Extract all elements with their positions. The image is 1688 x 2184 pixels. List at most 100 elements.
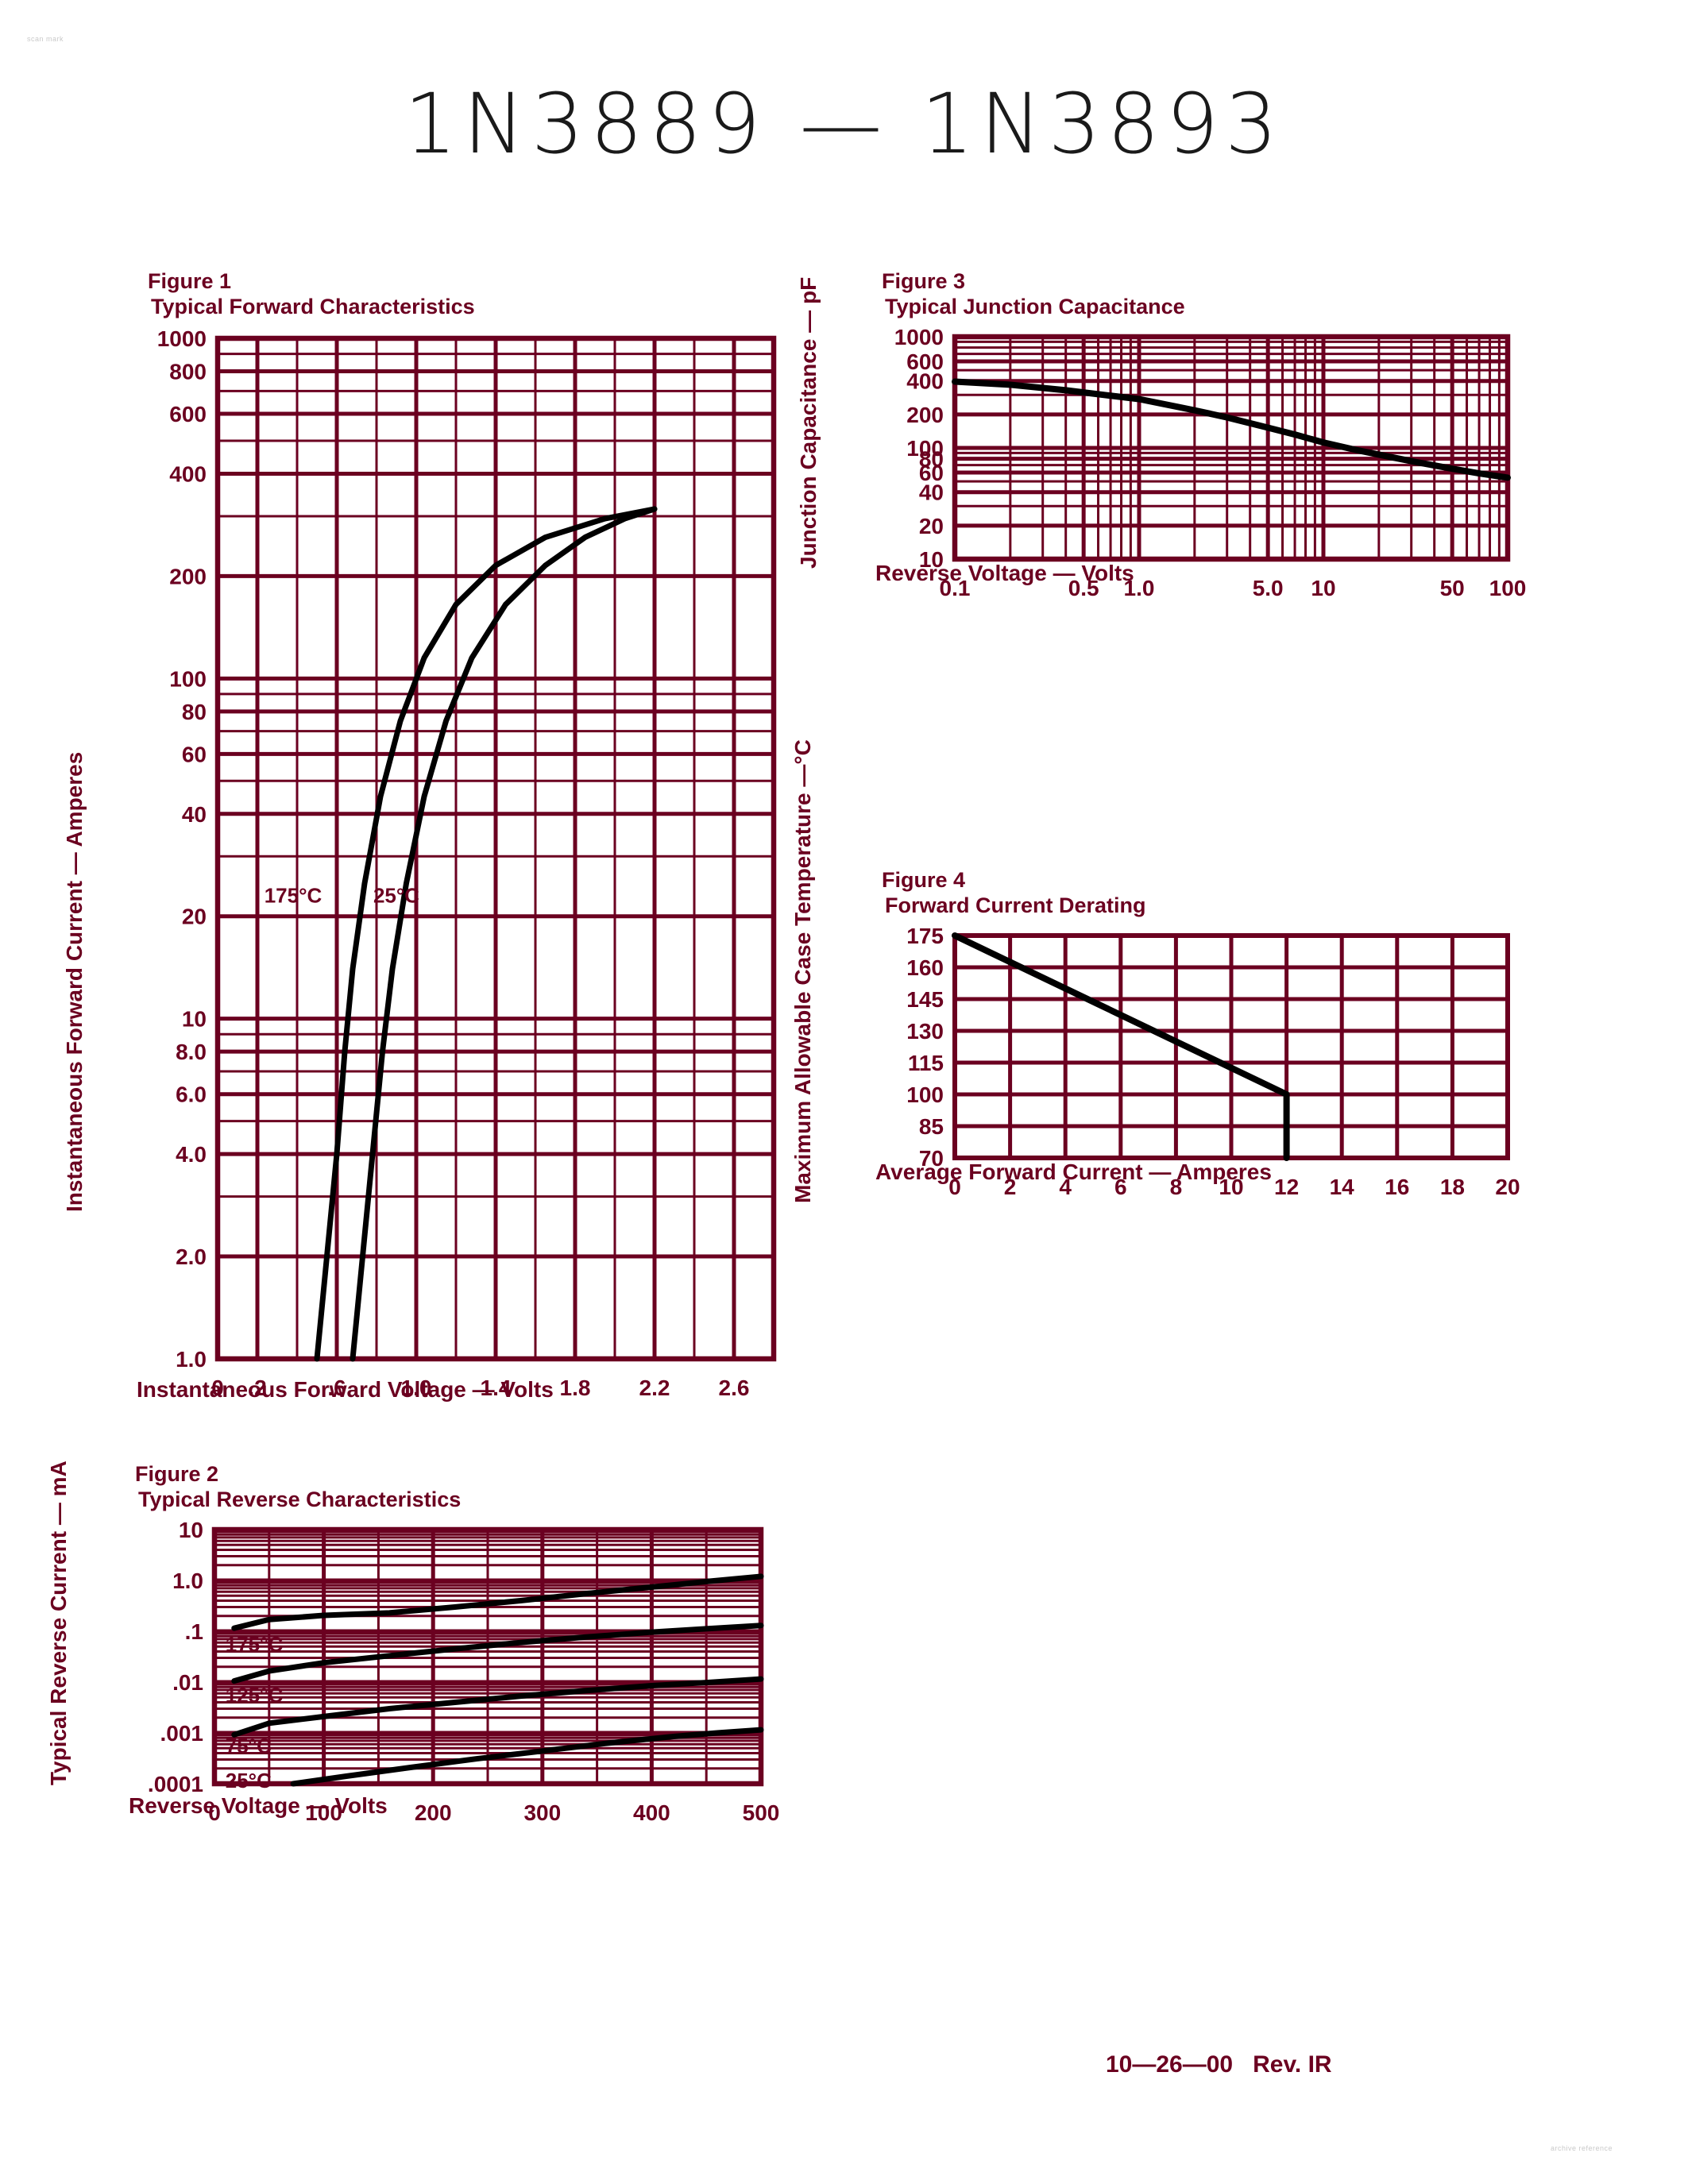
y-tick-label: 85 bbox=[919, 1114, 944, 1139]
figure-2-number: Figure 2 bbox=[135, 1462, 219, 1486]
x-tick-label: 0.5 bbox=[1068, 576, 1099, 600]
y-tick-label: 1000 bbox=[894, 325, 944, 349]
figure-1-title: Typical Forward Characteristics bbox=[151, 295, 475, 318]
x-tick-label: 200 bbox=[415, 1800, 452, 1825]
figure-2-xlabel: Reverse Voltage — Volts bbox=[129, 1793, 388, 1818]
x-tick-label: 2.2 bbox=[639, 1376, 670, 1400]
series-curve bbox=[952, 932, 1290, 1161]
scan-artifact-bottom-right: archive reference bbox=[1551, 2144, 1613, 2152]
y-tick-label: 115 bbox=[908, 1051, 944, 1075]
y-tick-label: 600 bbox=[169, 402, 207, 426]
x-tick-label: 12 bbox=[1274, 1175, 1299, 1199]
figure-4-caption: Figure 4 Forward Current Derating bbox=[882, 867, 1509, 918]
figure-2-plot: .0001.001.01.1 1.0 10 0 100 200 300 400 500 175°C… bbox=[46, 1461, 779, 1857]
curve-annotation: 175°C bbox=[265, 884, 323, 908]
figure-1-svg: 1.0 2.0 4.0 6.0 8.0 10 20 40 60 80 100 200 400 600 800… bbox=[157, 326, 777, 1400]
figure-2: Figure 2 Typical Reverse Characteristics … bbox=[46, 1461, 779, 1857]
y-tick-label: 100 bbox=[906, 1082, 944, 1107]
x-tick-label: 10 bbox=[1311, 576, 1335, 600]
y-tick-label: 200 bbox=[169, 564, 207, 588]
y-tick-label: 100 bbox=[169, 666, 207, 691]
figure-4-title: Forward Current Derating bbox=[885, 893, 1146, 917]
x-tick-label: 10 bbox=[1219, 1175, 1243, 1199]
figure-4-plot: 70 85 100 115 130 145 160 175 0 2 4 6 8 10 12 14 16 18 20 … bbox=[790, 739, 1520, 1223]
y-tick-label: 80 bbox=[182, 700, 207, 724]
y-tick-label: 800 bbox=[169, 360, 207, 384]
y-tick-label: 4.0 bbox=[176, 1142, 207, 1167]
y-tick-label: 2.0 bbox=[176, 1244, 207, 1269]
figure-4-ylabel: Maximum Allowable Case Temperature —°C bbox=[790, 739, 815, 1203]
x-tick-label: 0 bbox=[208, 1800, 221, 1825]
y-tick-label: 130 bbox=[906, 1019, 944, 1044]
curve-annotation: 75°C bbox=[226, 1734, 272, 1758]
y-tick-label: 60 bbox=[182, 742, 207, 766]
revision-footer: 10—26—00 Rev. IR bbox=[1106, 2051, 1332, 2078]
y-tick-label: .0001 bbox=[148, 1772, 203, 1796]
y-tick-label: .1 bbox=[185, 1619, 203, 1644]
figure-3-title: Typical Junction Capacitance bbox=[885, 295, 1185, 318]
y-tick-label: 400 bbox=[906, 369, 944, 394]
figure-2-title: Typical Reverse Characteristics bbox=[138, 1488, 462, 1511]
x-tick-label: 2 bbox=[1004, 1175, 1017, 1199]
figure-4: Figure 4 Forward Current Derating 70 85 100… bbox=[790, 739, 1520, 1223]
y-tick-label: 200 bbox=[906, 403, 944, 427]
y-tick-label: 160 bbox=[906, 955, 944, 980]
figure-3-caption: Figure 3 Typical Junction Capacitance bbox=[882, 268, 1509, 319]
x-tick-label: 4 bbox=[1059, 1175, 1072, 1199]
page-title: 1N3889 — 1N3893 bbox=[404, 75, 1284, 172]
y-tick-label: 145 bbox=[906, 987, 944, 1012]
y-tick-label: 20 bbox=[919, 514, 944, 538]
y-tick-label: 10 bbox=[919, 547, 944, 572]
x-tick-label: 1.0 bbox=[401, 1376, 432, 1400]
y-tick-label: 70 bbox=[919, 1146, 944, 1171]
curve-annotation: 25°C bbox=[373, 884, 419, 908]
curve-annotation: 25°C bbox=[226, 1769, 272, 1792]
x-tick-label: 2.6 bbox=[719, 1376, 750, 1400]
x-tick-label: 16 bbox=[1385, 1175, 1409, 1199]
x-tick-label: 100 bbox=[1489, 576, 1527, 600]
y-tick-label: 80 bbox=[919, 447, 944, 472]
y-tick-label: 600 bbox=[906, 349, 944, 374]
figure-1: Figure 1 Typical Forward Characteristics … bbox=[62, 268, 777, 1438]
figure-1-caption: Figure 1 Typical Forward Characteristics bbox=[148, 268, 775, 319]
x-tick-label: 300 bbox=[523, 1800, 561, 1825]
y-tick-label: 1.0 bbox=[172, 1569, 203, 1593]
figure-2-ylabel: Typical Reverse Current — mA bbox=[46, 1461, 71, 1785]
figure-1-number: Figure 1 bbox=[148, 269, 232, 293]
y-tick-label: 175 bbox=[906, 924, 944, 948]
y-tick-label: 20 bbox=[182, 905, 207, 929]
x-tick-label: .2 bbox=[248, 1376, 266, 1400]
x-tick-label: 5.0 bbox=[1253, 576, 1284, 600]
x-tick-label: 14 bbox=[1330, 1175, 1355, 1199]
y-tick-label: 6.0 bbox=[176, 1082, 207, 1107]
series-curve bbox=[231, 1676, 764, 1738]
figure-3-xlabel: Reverse Voltage — Volts bbox=[875, 561, 1134, 585]
figure-4-number: Figure 4 bbox=[882, 868, 966, 892]
y-tick-label: 1000 bbox=[157, 326, 207, 351]
figure-1-plot: 1.0 2.0 4.0 6.0 8.0 10 20 40 60 80 100 200 400 600 800… bbox=[62, 326, 777, 1438]
figure-1-ylabel: Instantaneous Forward Current — Amperes bbox=[62, 751, 87, 1212]
x-tick-label: 400 bbox=[633, 1800, 670, 1825]
figure-3-ylabel: Junction Capacitance — pF bbox=[796, 276, 821, 569]
figure-2-caption: Figure 2 Typical Reverse Characteristics bbox=[135, 1461, 763, 1512]
figure-4-svg: 70 85 100 115 130 145 160 175 0 2 4 6 8 10 12 14 16 18 20 bbox=[906, 924, 1520, 1199]
y-tick-label: .01 bbox=[172, 1670, 203, 1695]
series-curve bbox=[952, 378, 1511, 481]
y-tick-label: 8.0 bbox=[176, 1040, 207, 1064]
series-curve bbox=[231, 1623, 764, 1684]
x-tick-label: 50 bbox=[1440, 576, 1465, 600]
y-tick-label: 10 bbox=[179, 1518, 203, 1542]
x-tick-label: 1.8 bbox=[560, 1376, 591, 1400]
y-tick-label: 1.0 bbox=[176, 1347, 207, 1372]
y-tick-label: 400 bbox=[169, 461, 207, 486]
y-tick-label: 40 bbox=[182, 802, 207, 827]
x-tick-label: 0.1 bbox=[940, 576, 971, 600]
figure-3-plot: 10 20 40 60 80 100 200 400 600 1000 0.1 0.5 1.0 5.0 10… bbox=[796, 277, 1526, 624]
y-tick-label: 40 bbox=[919, 480, 944, 505]
series-curve bbox=[231, 1573, 764, 1631]
x-tick-label: 500 bbox=[743, 1800, 780, 1825]
y-tick-label: 10 bbox=[182, 1007, 207, 1032]
x-tick-label: .6 bbox=[327, 1376, 346, 1400]
y-tick-label: 60 bbox=[919, 461, 944, 485]
